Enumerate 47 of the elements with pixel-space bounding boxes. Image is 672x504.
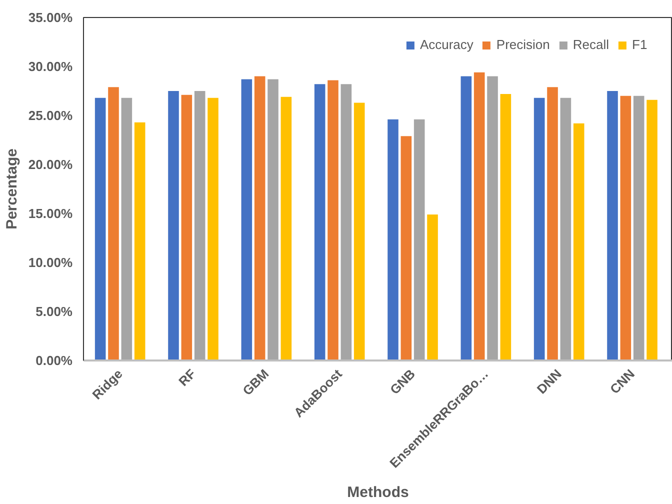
y-tick-label: 30.00% — [28, 59, 73, 74]
y-tick-label: 35.00% — [28, 10, 73, 25]
x-tick-label: RF — [176, 366, 199, 390]
bar — [280, 96, 292, 360]
y-tick-label: 25.00% — [28, 108, 73, 123]
bar — [254, 76, 266, 360]
legend-label: F1 — [632, 37, 648, 52]
bar — [168, 91, 179, 360]
y-tick-label: 5.00% — [36, 304, 73, 319]
bar — [620, 96, 632, 360]
bar — [607, 91, 618, 360]
bar — [208, 98, 218, 360]
bar — [487, 76, 498, 360]
bar — [354, 102, 365, 360]
legend-label: Precision — [496, 37, 550, 52]
bar — [268, 79, 278, 360]
bar — [427, 214, 438, 360]
y-axis-title: Percentage — [3, 148, 20, 230]
bar — [194, 91, 206, 360]
bar — [388, 119, 398, 360]
y-tick-label: 20.00% — [28, 157, 73, 172]
y-tick-label: 0.00% — [36, 353, 73, 368]
bar — [400, 136, 412, 360]
bar — [121, 98, 132, 360]
bar — [328, 80, 338, 360]
bar — [560, 98, 572, 360]
y-tick-label: 10.00% — [28, 255, 73, 270]
bar — [134, 122, 146, 360]
legend-label: Accuracy — [420, 37, 474, 52]
bar — [181, 94, 192, 360]
bar — [108, 87, 119, 360]
bar — [414, 119, 425, 360]
bar — [573, 123, 584, 360]
bar — [474, 72, 485, 360]
bar — [94, 98, 106, 360]
bar — [314, 84, 326, 360]
bar — [534, 98, 545, 360]
bar — [646, 100, 658, 360]
y-tick-label: 15.00% — [28, 206, 73, 221]
bar — [460, 76, 472, 360]
x-axis-title: Methods — [347, 484, 409, 502]
bar — [340, 84, 352, 360]
bar — [241, 79, 252, 360]
legend-label: Recall — [572, 37, 609, 52]
bar — [547, 87, 558, 360]
bar — [633, 96, 644, 360]
bar — [500, 94, 512, 360]
